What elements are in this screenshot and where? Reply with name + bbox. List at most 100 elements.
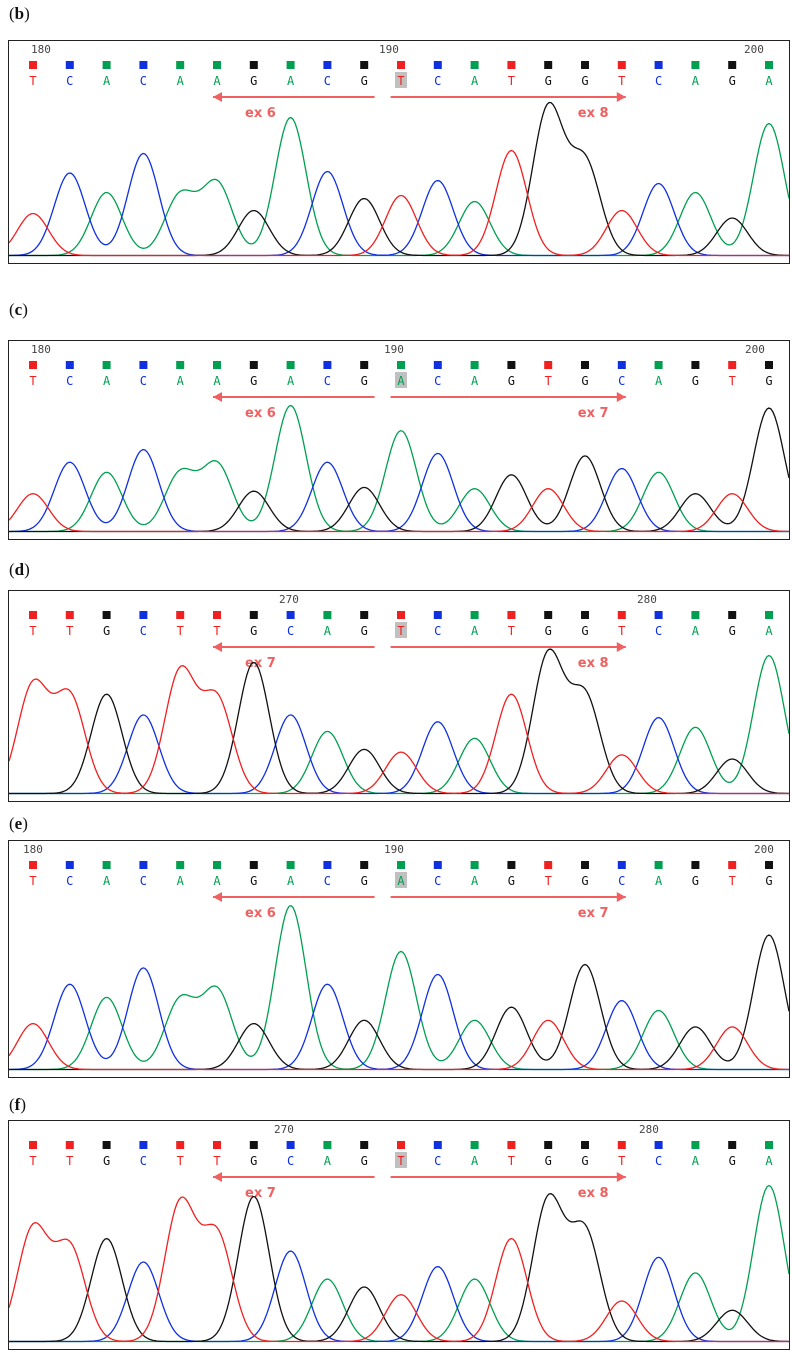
base-call: T [397,1154,404,1168]
base-call: T [29,1154,36,1168]
base-call: G [250,74,257,88]
base-call: G [508,874,515,888]
base-call: A [287,874,295,888]
quality-marker [139,361,148,369]
quality-marker [654,361,663,369]
quality-marker [433,611,442,619]
base-call: A [177,74,185,88]
base-call: G [729,74,736,88]
quality-marker [360,861,369,869]
quality-marker [249,611,258,619]
quality-marker [65,361,74,369]
base-call: A [177,874,185,888]
guanine-trace [9,407,789,533]
quality-marker [176,361,185,369]
quality-marker [654,861,663,869]
position-label: 270 [279,593,299,606]
arrow-head [616,642,626,652]
quality-marker [29,861,37,869]
quality-marker [65,611,74,619]
base-call: A [692,1154,700,1168]
quality-marker [213,1141,221,1149]
quality-marker [397,1141,405,1149]
base-call: G [765,374,772,388]
quality-marker [470,861,479,869]
quality-marker [765,361,773,369]
arrow-head [616,392,626,402]
panel-label-f: (f) [9,1095,27,1114]
exon-label: ex 8 [578,106,609,121]
chromatogram-e: 180 190 200 T C A C A A G A C G A C A G T G C A G T Gex 6 ex 7 [9,843,789,1071]
base-call: C [655,624,662,638]
base-call: T [545,874,552,888]
base-call: G [250,374,257,388]
quality-marker [102,611,111,619]
quality-marker [617,861,626,869]
base-call: A [765,624,773,638]
chromatogram-f: 270 280 T T G C T T G C A G T C A T G G T C A G Aex 7 ex 8 [9,1123,789,1343]
base-call: G [581,74,588,88]
quality-marker [360,361,369,369]
arrow-head [616,92,626,102]
base-call: A [213,874,221,888]
quality-marker [544,361,553,369]
quality-marker [360,611,369,619]
quality-marker [433,61,442,69]
quality-marker [213,611,221,619]
quality-marker [139,611,148,619]
base-call: C [287,1154,294,1168]
quality-marker [728,1141,737,1149]
base-call: T [397,624,404,638]
base-call: A [324,624,332,638]
quality-marker [470,61,479,69]
quality-marker [360,61,369,69]
base-call: G [729,624,736,638]
base-highlight [395,872,407,888]
base-call: A [471,874,479,888]
quality-marker [286,861,295,869]
guanine-trace [9,648,789,795]
quality-marker [544,611,553,619]
panel-letter: e [14,814,23,833]
base-call: A [692,624,700,638]
base-highlight [395,72,407,88]
position-label: 280 [639,1123,659,1136]
guanine-trace [9,101,789,257]
base-call: C [324,374,331,388]
thymine-trace [9,488,789,533]
base-call: T [213,1154,220,1168]
quality-marker [249,361,258,369]
quality-marker [286,1141,295,1149]
base-call: C [655,74,662,88]
base-call: C [140,374,147,388]
adenine-trace [9,116,789,257]
base-call: G [103,624,110,638]
base-call: C [66,374,73,388]
base-call: T [397,74,404,88]
exon-label: ex 6 [245,906,276,921]
base-call: G [508,374,515,388]
base-call: G [361,624,368,638]
arrow-head [616,1172,626,1182]
base-call: C [324,74,331,88]
quality-marker [249,61,258,69]
base-call: A [213,374,221,388]
base-call: A [692,74,700,88]
base-call: T [618,74,625,88]
guanine-trace [9,934,789,1071]
arrow-head [213,1172,222,1182]
base-call: G [581,374,588,388]
quality-marker [323,61,332,69]
quality-marker [397,61,405,69]
exon-label: ex 8 [578,1186,609,1201]
base-call: G [729,1154,736,1168]
quality-marker [249,1141,258,1149]
quality-marker [29,61,37,69]
quality-marker [581,1141,589,1149]
quality-marker [213,861,221,869]
cytosine-trace [9,1250,789,1343]
